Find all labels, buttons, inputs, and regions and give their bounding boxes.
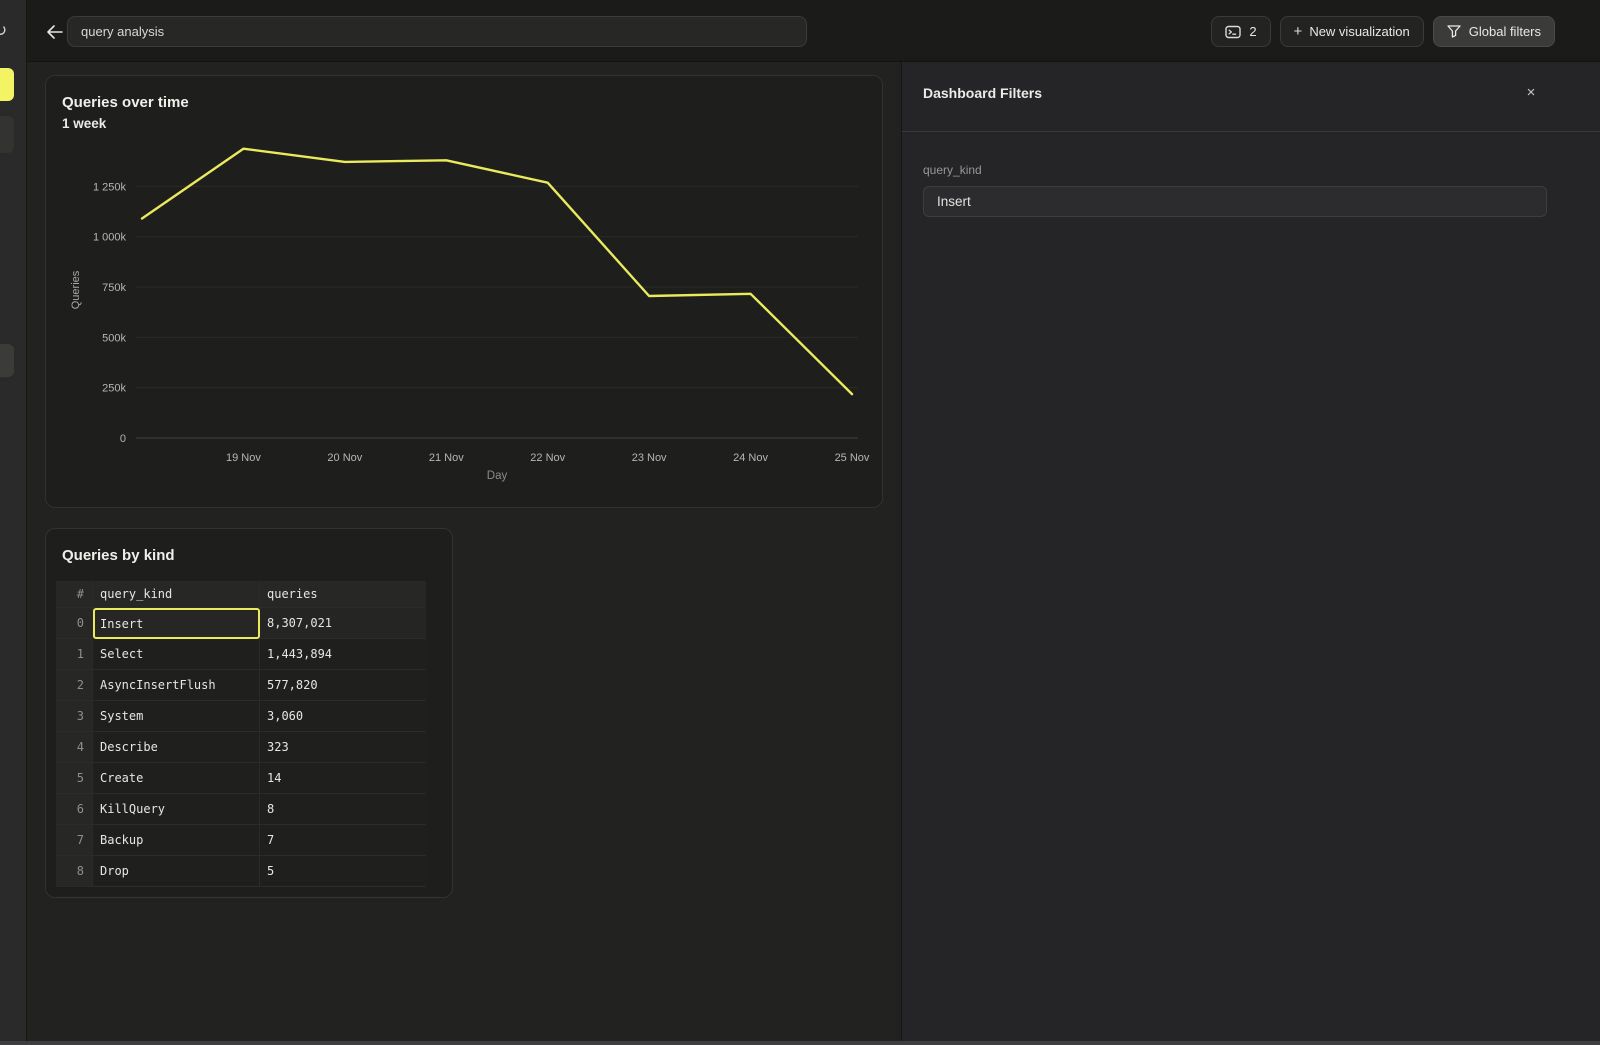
y-tick-label: 500k [102,332,126,344]
y-tick-label: 0 [120,433,126,445]
query-kind-cell[interactable]: Create [93,763,260,794]
query-kind-cell-selected[interactable]: Insert [93,608,260,639]
table-row: 4Describe323 [56,732,426,763]
queries-over-time-chart[interactable]: 0 250k 500k 750k 1 000k 1 250k 19 Nov 20 Nov 21 … [46,76,884,509]
arrow-left-icon [46,25,63,39]
query-kind-cell[interactable]: Drop [93,856,260,887]
global-filters-label: Global filters [1469,24,1541,39]
panel-title: Dashboard Filters [923,85,1042,101]
table-row: 6KillQuery8 [56,794,426,825]
sql-console-count-button[interactable]: 2 [1211,16,1270,47]
dashboard-canvas: 0250k500k750k1 000k1 250k19 Nov20 Nov21 … [27,62,901,1045]
dashboard-title-input[interactable] [67,16,807,47]
filter-field-label: query_kind [923,163,1579,177]
bottom-edge [0,1041,1600,1045]
column-header[interactable]: # [56,581,93,608]
column-header[interactable]: queries [260,581,426,608]
queries-count-cell[interactable]: 14 [260,763,426,794]
chart-subtitle: 1 week [62,116,106,131]
console-count: 2 [1249,24,1256,39]
row-index-cell: 4 [56,732,93,763]
table-row: 7Backup7 [56,825,426,856]
panel-header: Dashboard Filters × [902,62,1600,132]
table-row: 8Drop5 [56,856,426,887]
queries-count-cell[interactable]: 1,443,894 [260,639,426,670]
query-kind-cell[interactable]: System [93,701,260,732]
query-kind-cell[interactable]: Backup [93,825,260,856]
table-row: 1Select1,443,894 [56,639,426,670]
sidebar-item[interactable] [0,344,14,377]
queries-count-cell[interactable]: 7 [260,825,426,856]
queries-count-cell[interactable]: 323 [260,732,426,763]
history-icon[interactable]: ↻ [0,21,7,41]
plus-icon: + [1294,23,1303,40]
queries-count-cell[interactable]: 3,060 [260,701,426,732]
x-tick-label: 20 Nov [327,452,362,464]
x-tick-label: 24 Nov [733,452,768,464]
y-tick-label: 750k [102,282,126,294]
console-icon [1225,25,1241,39]
table-row: 0Insert8,307,021 [56,608,426,639]
row-index-cell: 5 [56,763,93,794]
query-kind-cell[interactable]: Describe [93,732,260,763]
table-title: Queries by kind [62,547,175,564]
sidebar-item[interactable] [0,116,14,153]
dashboard-filters-panel: Dashboard Filters × query_kind [901,62,1600,1045]
x-tick-label: 25 Nov [835,452,870,464]
y-tick-label: 250k [102,383,126,395]
query-kind-cell[interactable]: Select [93,639,260,670]
table-header-row: #query_kindqueries [56,581,426,608]
topbar: 2 + New visualization Global filters [27,0,1600,62]
x-tick-label: 19 Nov [226,452,261,464]
x-tick-label: 21 Nov [429,452,464,464]
global-filters-button[interactable]: Global filters [1433,16,1555,47]
row-index-cell: 8 [56,856,93,887]
back-button[interactable] [39,17,69,47]
chart-title: Queries over time [62,94,189,111]
y-tick-label: 1 000k [93,232,127,244]
table-row: 3System3,060 [56,701,426,732]
row-index-cell: 1 [56,639,93,670]
new-visualization-button[interactable]: + New visualization [1280,16,1424,47]
queries-count-cell[interactable]: 577,820 [260,670,426,701]
left-sidebar: ↻ [0,0,27,1045]
x-tick-label: 22 Nov [530,452,565,464]
chart-card: 0 250k 500k 750k 1 000k 1 250k 19 Nov 20 Nov 21 … [45,75,883,508]
table-row: 2AsyncInsertFlush577,820 [56,670,426,701]
query-kind-cell[interactable]: KillQuery [93,794,260,825]
row-index-cell: 2 [56,670,93,701]
sidebar-item-active[interactable] [0,68,14,101]
y-tick-label: 1 250k [93,181,127,193]
row-index-cell: 0 [56,608,93,639]
queries-count-cell[interactable]: 5 [260,856,426,887]
query-kind-cell[interactable]: AsyncInsertFlush [93,670,260,701]
row-index-cell: 7 [56,825,93,856]
queries-count-cell[interactable]: 8 [260,794,426,825]
x-tick-label: 23 Nov [632,452,667,464]
x-axis-title: Day [487,470,508,482]
row-index-cell: 6 [56,794,93,825]
close-icon[interactable]: × [1520,82,1542,104]
panel-body: query_kind [902,132,1600,217]
column-header[interactable]: query_kind [93,581,260,608]
query-kind-filter-input[interactable] [923,186,1547,217]
queries-count-cell[interactable]: 8,307,021 [260,608,426,639]
row-index-cell: 3 [56,701,93,732]
queries-line-series [142,149,852,394]
funnel-icon [1447,25,1461,38]
app-root: ↻ 2 + New visualization [0,0,1600,1045]
queries-table: #query_kindqueries0Insert8,307,0211Selec… [56,581,426,887]
y-axis-title: Queries [70,270,82,309]
new-visualization-label: New visualization [1309,24,1409,39]
table-card: Queries by kind #query_kindqueries0Inser… [45,528,453,898]
topbar-actions: 2 + New visualization Global filters [1211,16,1555,47]
table-row: 5Create14 [56,763,426,794]
